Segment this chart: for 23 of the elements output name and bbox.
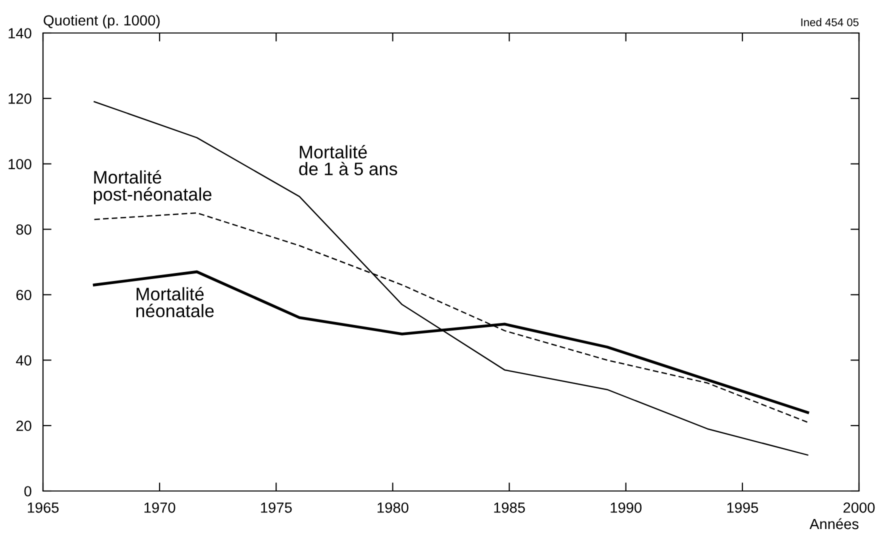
series-label: Mortalité de 1 à 5 ans [299, 145, 398, 176]
y-tick-label: 100 [8, 158, 32, 170]
y-tick-label: 120 [8, 94, 32, 104]
y-tick-label: 20 [16, 420, 32, 431]
y-tick-label: 40 [16, 355, 32, 366]
x-tick-label: 1980 [378, 502, 408, 513]
line-series [94, 101, 808, 456]
y-tick-label: 0 [24, 486, 32, 496]
y-tick-label: 60 [16, 290, 32, 300]
x-tick-label: 1970 [144, 502, 176, 513]
y-tick-label: 140 [8, 28, 32, 38]
y-tick-label: 80 [16, 224, 32, 235]
text: Ined 454 05 [801, 18, 859, 26]
y-axis-title: Quotient (p. 1000) [44, 14, 160, 28]
x-tick-label: 1995 [727, 502, 758, 513]
x-tick-label: 1990 [610, 502, 642, 513]
x-axis-title: Années [810, 518, 858, 530]
x-tick-label: 1975 [261, 502, 292, 513]
series-label: Mortalité néonatale [136, 286, 214, 318]
x-tick-label: 2000 [844, 502, 875, 513]
x-tick-label: 1965 [28, 502, 59, 513]
x-tick-label: 1985 [494, 502, 525, 513]
series-label: Mortalité post-néonatale [94, 170, 212, 204]
